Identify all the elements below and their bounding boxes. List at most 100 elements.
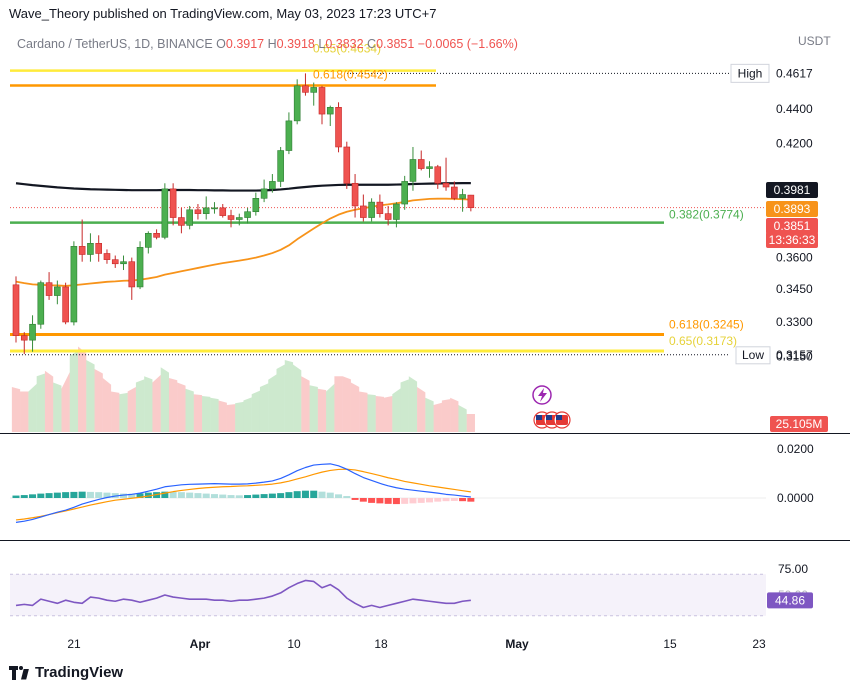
macd-histogram-bar <box>53 492 61 498</box>
volume-bar <box>44 370 54 432</box>
volume-bar <box>317 388 327 432</box>
candle-body <box>128 261 136 288</box>
candle-body <box>393 203 400 220</box>
volume-bar <box>293 364 302 432</box>
candle-body <box>12 284 20 336</box>
volume-bar <box>202 396 211 432</box>
volume-bar <box>86 360 95 432</box>
macd-histogram-bar <box>78 491 86 498</box>
macd-histogram-bar <box>434 498 442 502</box>
macd-histogram-bar <box>128 493 136 498</box>
price-tag-label: 13:36:33 <box>769 233 816 247</box>
volume-bar <box>251 390 260 432</box>
candle-body <box>194 209 202 214</box>
candle-body <box>360 205 367 218</box>
volume-bar <box>111 391 120 432</box>
macd-histogram-bar <box>376 498 384 504</box>
time-axis-tick: Apr <box>190 637 211 651</box>
volume-bar <box>20 391 29 432</box>
time-axis-tick: 23 <box>752 637 766 651</box>
publisher-header: Wave_Theory published on TradingView.com… <box>9 6 437 21</box>
candle-body <box>120 261 127 265</box>
macd-histogram-bar <box>70 491 78 498</box>
candle-body <box>467 194 475 208</box>
candle-body <box>434 166 442 184</box>
macd-histogram-bar <box>426 498 433 503</box>
macd-histogram-bar <box>86 491 94 498</box>
volume-bar <box>417 387 426 432</box>
price-tag <box>766 182 818 198</box>
volume-bar <box>425 397 434 432</box>
low-label-box <box>735 346 771 365</box>
rsi-value-tag <box>767 592 813 609</box>
candle-body <box>29 323 36 341</box>
candle-body <box>335 107 342 148</box>
candle-body <box>401 181 408 205</box>
volume-bar <box>367 394 376 432</box>
low-value: 0.3157 <box>776 348 813 362</box>
macd-histogram-bar <box>136 493 144 498</box>
macd-histogram-bar <box>417 498 425 503</box>
macd-histogram-bar <box>45 493 53 498</box>
candle-body <box>37 282 45 325</box>
rsi-value-label: 44.86 <box>775 593 805 607</box>
candle-body <box>310 87 318 93</box>
volume-tag-label: 25.105M <box>776 417 823 431</box>
flag-canton <box>556 415 562 420</box>
macd-histogram-bar <box>409 498 417 504</box>
volume-bar <box>53 382 62 432</box>
low-label: Low <box>742 348 764 362</box>
rsi-axis-tick: 75.00 <box>778 562 808 576</box>
fib-label-0.618-bottom: 0.618(0.3245) <box>669 317 744 331</box>
price-tag-label: 0.3981 <box>774 183 811 197</box>
candle-body <box>145 232 152 248</box>
volume-bar <box>152 374 161 432</box>
candle-body <box>111 259 119 265</box>
axis-currency: USDT <box>798 34 831 48</box>
macd-histogram-bar <box>392 498 400 505</box>
macd-histogram-bar <box>161 491 169 498</box>
volume-bar <box>210 397 219 432</box>
fib-label-0.65-top: 0.65(0.4634) <box>313 42 381 56</box>
candle-body <box>62 286 69 323</box>
volume-bar <box>135 379 145 432</box>
candle-body <box>211 207 218 210</box>
macd-histogram-bar <box>186 492 194 498</box>
volume-bar <box>408 376 418 432</box>
volume-bar <box>127 387 136 432</box>
price-tag <box>766 218 818 234</box>
high-label-box <box>730 63 770 83</box>
macd-histogram-bar <box>450 498 458 501</box>
price-tag <box>766 232 818 248</box>
candle-body <box>54 286 61 296</box>
volume-bar <box>326 383 335 432</box>
volume-bar <box>102 378 112 432</box>
candle-body <box>285 120 293 151</box>
volume-bar <box>392 388 401 432</box>
tradingview-logo[interactable]: TradingView <box>9 664 123 681</box>
candle-body <box>326 107 334 115</box>
candle-body <box>70 246 78 323</box>
candle-body <box>153 232 160 238</box>
macd-histogram-bar <box>268 493 276 498</box>
macd-histogram-bar <box>351 498 359 500</box>
candle-body <box>417 159 425 169</box>
macd-histogram-bar <box>310 490 318 498</box>
macd-histogram-bar <box>37 493 45 498</box>
price-axis-tick: 0.4400 <box>776 102 813 116</box>
macd-histogram-bar <box>368 498 376 503</box>
candle-body <box>409 159 417 182</box>
candle-body <box>178 217 185 226</box>
macd-histogram-bar <box>459 498 467 502</box>
candle-body <box>252 198 260 213</box>
volume-bar <box>185 388 194 432</box>
volume-bar <box>350 382 360 432</box>
macd-histogram-bar <box>277 493 285 498</box>
macd-axis-tick: 0.0200 <box>777 442 814 456</box>
price-axis-tick: 0.3300 <box>776 315 813 329</box>
flag-canton <box>546 415 552 420</box>
volume-bar <box>276 364 285 432</box>
candle-body <box>186 209 193 226</box>
macd-line <box>15 463 471 523</box>
